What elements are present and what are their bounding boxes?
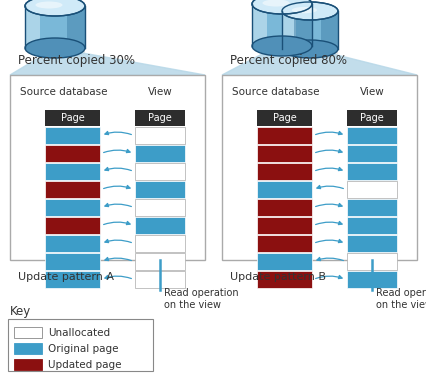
- Bar: [222, 75, 416, 260]
- Text: Original page: Original page: [48, 344, 118, 353]
- Bar: [135, 217, 184, 234]
- Bar: [14, 327, 42, 338]
- Bar: [256, 181, 311, 198]
- Bar: [251, 4, 311, 46]
- Text: Page: Page: [148, 113, 172, 123]
- Bar: [346, 181, 396, 198]
- Bar: [135, 253, 184, 270]
- Bar: [67, 6, 85, 48]
- Bar: [25, 6, 40, 48]
- Bar: [256, 127, 311, 144]
- Bar: [45, 181, 100, 198]
- Bar: [256, 199, 311, 216]
- Bar: [135, 145, 184, 162]
- Bar: [45, 271, 100, 288]
- Text: Percent copied 30%: Percent copied 30%: [18, 54, 135, 67]
- Text: Page: Page: [359, 113, 383, 123]
- Ellipse shape: [281, 2, 337, 20]
- Text: Updated page: Updated page: [48, 359, 121, 370]
- Polygon shape: [10, 48, 204, 75]
- Text: View: View: [359, 87, 383, 97]
- Bar: [135, 235, 184, 252]
- Text: Key: Key: [10, 305, 31, 318]
- Bar: [256, 145, 311, 162]
- Bar: [14, 359, 42, 370]
- Bar: [45, 217, 100, 234]
- Ellipse shape: [25, 0, 85, 16]
- Bar: [256, 163, 311, 180]
- Ellipse shape: [291, 7, 316, 13]
- Bar: [135, 199, 184, 216]
- Bar: [45, 110, 100, 126]
- Text: Read operation
on the view: Read operation on the view: [375, 288, 426, 309]
- Text: Page: Page: [60, 113, 84, 123]
- Bar: [256, 253, 311, 270]
- Ellipse shape: [251, 0, 311, 14]
- Ellipse shape: [287, 48, 337, 58]
- Ellipse shape: [251, 36, 311, 56]
- Text: Update pattern B: Update pattern B: [230, 272, 325, 282]
- Text: Percent copied 80%: Percent copied 80%: [230, 54, 346, 67]
- Bar: [281, 11, 337, 49]
- Bar: [135, 271, 184, 288]
- Text: Source database: Source database: [20, 87, 107, 97]
- Bar: [294, 4, 311, 46]
- Bar: [256, 235, 311, 252]
- Bar: [45, 235, 100, 252]
- Bar: [10, 75, 204, 260]
- Text: Page: Page: [272, 113, 296, 123]
- Bar: [346, 253, 396, 270]
- Ellipse shape: [257, 44, 311, 56]
- Bar: [45, 145, 100, 162]
- Text: Read operation
on the view: Read operation on the view: [164, 288, 238, 309]
- Bar: [45, 163, 100, 180]
- Bar: [346, 127, 396, 144]
- Polygon shape: [222, 42, 416, 75]
- Bar: [135, 127, 184, 144]
- Ellipse shape: [25, 38, 85, 58]
- Bar: [346, 110, 396, 126]
- Bar: [346, 199, 396, 216]
- Bar: [346, 145, 396, 162]
- Bar: [346, 271, 396, 288]
- Text: Update pattern A: Update pattern A: [18, 272, 114, 282]
- Bar: [256, 271, 311, 288]
- Text: Source database: Source database: [231, 87, 319, 97]
- Bar: [14, 343, 42, 354]
- Bar: [25, 6, 85, 48]
- Bar: [281, 11, 295, 49]
- Bar: [320, 11, 337, 49]
- Bar: [135, 110, 184, 126]
- Bar: [8, 319, 153, 371]
- Text: Unallocated: Unallocated: [48, 327, 110, 338]
- Bar: [346, 163, 396, 180]
- Bar: [346, 235, 396, 252]
- Bar: [135, 163, 184, 180]
- Bar: [256, 110, 311, 126]
- Ellipse shape: [281, 40, 337, 58]
- Bar: [45, 127, 100, 144]
- Bar: [251, 4, 266, 46]
- Ellipse shape: [31, 46, 85, 58]
- Text: View: View: [147, 87, 172, 97]
- Ellipse shape: [35, 2, 62, 9]
- Bar: [346, 217, 396, 234]
- Bar: [45, 199, 100, 216]
- Bar: [45, 253, 100, 270]
- Ellipse shape: [262, 0, 289, 6]
- Bar: [256, 217, 311, 234]
- Bar: [135, 181, 184, 198]
